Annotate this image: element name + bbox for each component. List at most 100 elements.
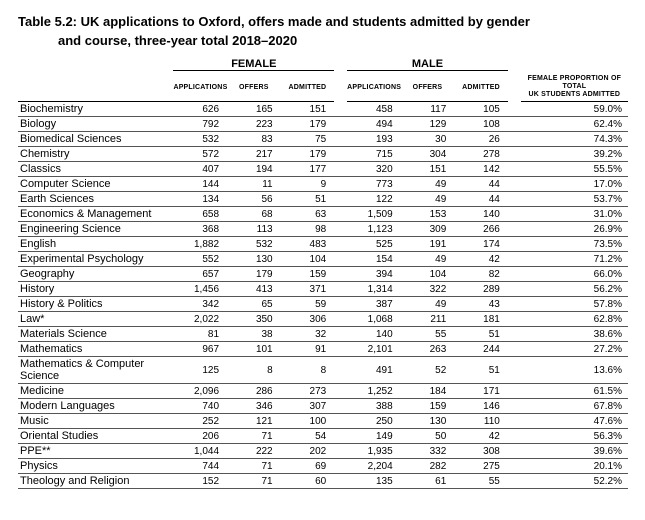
cell-pct: 66.0% (521, 267, 628, 282)
cell-m-off: 159 (401, 399, 455, 414)
cell-f-app: 81 (173, 327, 227, 342)
cell-pct: 59.0% (521, 102, 628, 117)
cell-m-off: 322 (401, 282, 455, 297)
cell-m-adm: 108 (454, 117, 508, 132)
cell-f-off: 38 (227, 327, 281, 342)
cell-m-app: 1,068 (347, 312, 401, 327)
cell-course: Mathematics (18, 342, 173, 357)
cell-f-app: 792 (173, 117, 227, 132)
cell-f-off: 223 (227, 117, 281, 132)
group-header-male: MALE (347, 58, 508, 71)
cell-course: Classics (18, 162, 173, 177)
cell-f-app: 2,022 (173, 312, 227, 327)
table-row: English1,88253248352519117473.5% (18, 237, 628, 252)
cell-course: Materials Science (18, 327, 173, 342)
cell-f-adm: 9 (281, 177, 335, 192)
cell-f-adm: 177 (281, 162, 335, 177)
cell-f-app: 657 (173, 267, 227, 282)
cell-f-off: 222 (227, 444, 281, 459)
cell-m-off: 104 (401, 267, 455, 282)
table-row: History & Politics3426559387494357.8% (18, 297, 628, 312)
cell-f-off: 71 (227, 459, 281, 474)
cell-m-off: 309 (401, 222, 455, 237)
cell-m-adm: 142 (454, 162, 508, 177)
table-row: Biology79222317949412910862.4% (18, 117, 628, 132)
cell-m-adm: 42 (454, 252, 508, 267)
cell-m-app: 773 (347, 177, 401, 192)
cell-course: Earth Sciences (18, 192, 173, 207)
cell-m-adm: 181 (454, 312, 508, 327)
cell-f-app: 1,456 (173, 282, 227, 297)
table-row: Earth Sciences1345651122494453.7% (18, 192, 628, 207)
cell-f-adm: 54 (281, 429, 335, 444)
cell-m-app: 140 (347, 327, 401, 342)
cell-m-adm: 278 (454, 147, 508, 162)
cell-m-off: 263 (401, 342, 455, 357)
table-row: Mathematics & Computer Science1258849152… (18, 357, 628, 384)
cell-f-off: 71 (227, 474, 281, 489)
cell-m-adm: 55 (454, 474, 508, 489)
cell-course: Medicine (18, 384, 173, 399)
cell-course: Engineering Science (18, 222, 173, 237)
cell-course: Biomedical Sciences (18, 132, 173, 147)
cell-m-off: 282 (401, 459, 455, 474)
cell-pct: 53.7% (521, 192, 628, 207)
cell-course: Geography (18, 267, 173, 282)
table-row: Biochemistry62616515145811710559.0% (18, 102, 628, 117)
cell-f-adm: 179 (281, 147, 335, 162)
cell-m-app: 2,101 (347, 342, 401, 357)
cell-m-adm: 26 (454, 132, 508, 147)
cell-m-adm: 51 (454, 327, 508, 342)
cell-m-app: 149 (347, 429, 401, 444)
cell-f-app: 2,096 (173, 384, 227, 399)
cell-pct: 61.5% (521, 384, 628, 399)
col-applications-f: APPLICATIONS (173, 70, 227, 102)
cell-f-app: 368 (173, 222, 227, 237)
cell-f-app: 532 (173, 132, 227, 147)
cell-f-app: 1,044 (173, 444, 227, 459)
cell-m-adm: 105 (454, 102, 508, 117)
table-row: Law*2,0223503061,06821118162.8% (18, 312, 628, 327)
cell-m-off: 49 (401, 177, 455, 192)
cell-f-app: 740 (173, 399, 227, 414)
cell-f-off: 194 (227, 162, 281, 177)
cell-f-app: 125 (173, 357, 227, 384)
cell-f-adm: 306 (281, 312, 335, 327)
cell-m-off: 130 (401, 414, 455, 429)
cell-m-off: 50 (401, 429, 455, 444)
cell-f-off: 56 (227, 192, 281, 207)
cell-m-adm: 289 (454, 282, 508, 297)
cell-m-app: 250 (347, 414, 401, 429)
cell-m-adm: 146 (454, 399, 508, 414)
cell-f-adm: 159 (281, 267, 335, 282)
cell-f-off: 532 (227, 237, 281, 252)
cell-pct: 74.3% (521, 132, 628, 147)
cell-pct: 39.6% (521, 444, 628, 459)
cell-m-adm: 42 (454, 429, 508, 444)
cell-f-adm: 151 (281, 102, 335, 117)
group-header-female: FEMALE (173, 58, 334, 71)
cell-m-adm: 266 (454, 222, 508, 237)
cell-f-adm: 98 (281, 222, 335, 237)
cell-pct: 17.0% (521, 177, 628, 192)
cell-f-adm: 483 (281, 237, 335, 252)
cell-f-off: 165 (227, 102, 281, 117)
cell-f-off: 130 (227, 252, 281, 267)
cell-f-app: 342 (173, 297, 227, 312)
cell-course: Theology and Religion (18, 474, 173, 489)
cell-pct: 67.8% (521, 399, 628, 414)
cell-m-app: 1,509 (347, 207, 401, 222)
cell-pct: 20.1% (521, 459, 628, 474)
cell-m-adm: 171 (454, 384, 508, 399)
cell-pct: 39.2% (521, 147, 628, 162)
cell-f-adm: 59 (281, 297, 335, 312)
cell-course: PPE** (18, 444, 173, 459)
cell-f-app: 552 (173, 252, 227, 267)
cell-m-app: 1,935 (347, 444, 401, 459)
table-row: Oriental Studies2067154149504256.3% (18, 429, 628, 444)
cell-m-adm: 110 (454, 414, 508, 429)
col-applications-m: APPLICATIONS (347, 70, 401, 102)
cell-f-adm: 60 (281, 474, 335, 489)
cell-m-off: 153 (401, 207, 455, 222)
cell-m-app: 193 (347, 132, 401, 147)
